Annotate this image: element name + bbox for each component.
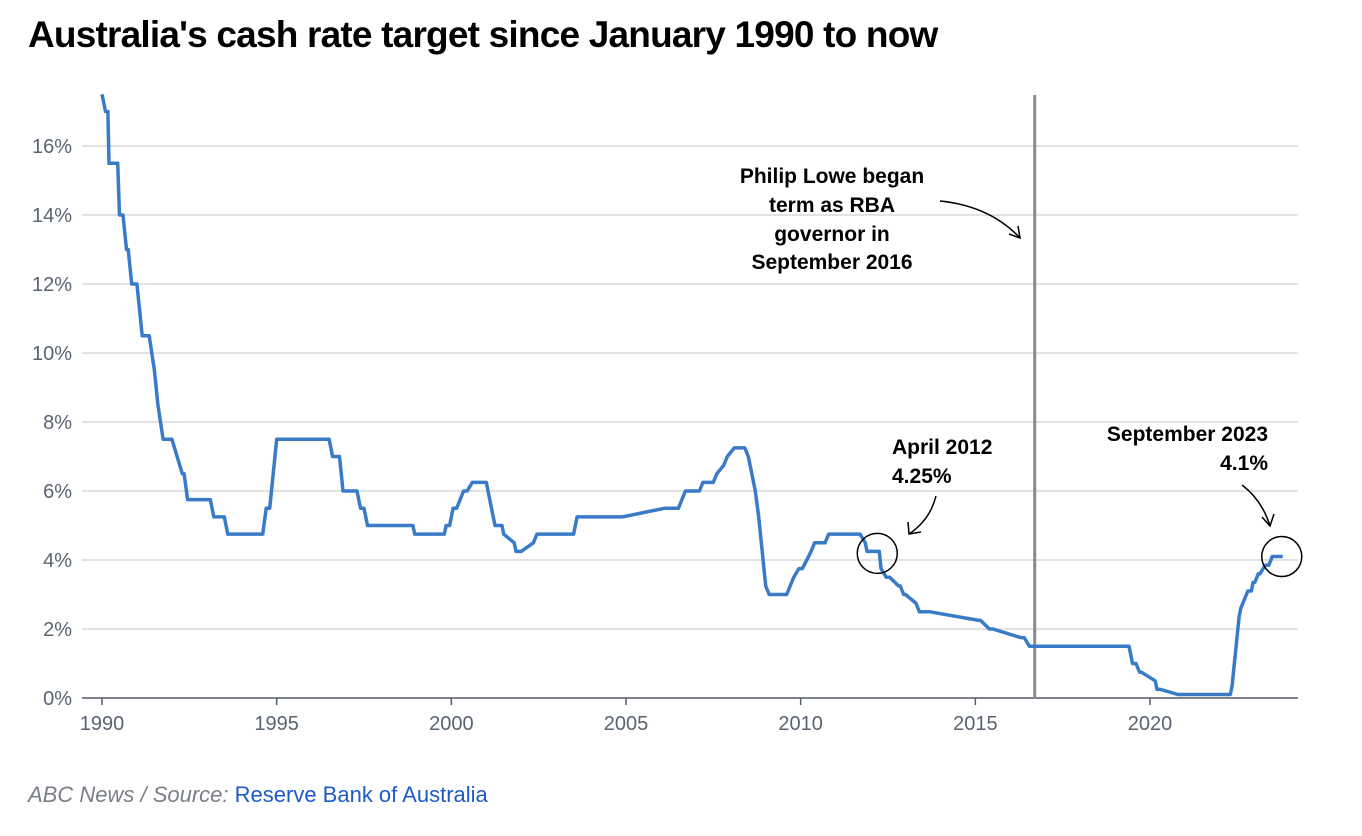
april-2012-label-line-2: 4.25% (892, 465, 952, 488)
lowe-annotation-line-1: Philip Lowe began (740, 165, 924, 188)
y-tick-label: 2% (43, 619, 72, 641)
september-2023-highlight-circle (1261, 535, 1303, 578)
x-tick-label: 2020 (1128, 713, 1173, 735)
x-tick-label: 2015 (953, 713, 998, 735)
x-tick-label: 2005 (604, 713, 649, 735)
source-credit: ABC News / Source: (28, 782, 229, 807)
footer: ABC News / Source: Reserve Bank of Austr… (28, 782, 488, 808)
x-tick-label: 2010 (778, 713, 823, 735)
lowe-annotation-line-2: term as RBA (769, 194, 895, 217)
y-tick-label: 12% (32, 274, 72, 296)
gridlines (82, 145, 1298, 630)
x-axis-ticks: 1990 1995 2000 2005 2010 2015 2020 (80, 698, 1173, 735)
y-tick-label: 14% (32, 205, 72, 227)
y-tick-label: 4% (43, 550, 72, 572)
y-tick-label: 0% (43, 688, 72, 710)
lowe-annotation-arrowhead (1008, 225, 1021, 240)
september-2023-label-line-2: 4.1% (1220, 452, 1268, 475)
september-2023-arrow (1241, 484, 1271, 527)
y-axis-ticks: 0% 2% 4% 6% 8% 10% 12% 14% 16% (32, 136, 72, 710)
september-2023-arrowhead (1261, 513, 1275, 528)
x-tick-label: 1990 (80, 713, 125, 735)
x-tick-label: 2000 (429, 713, 474, 735)
annotations: Philip Lowe began term as RBA governor i… (740, 165, 1303, 578)
x-tick-label: 1995 (254, 713, 299, 735)
april-2012-label-line-1: April 2012 (892, 436, 992, 459)
series-line (100, 93, 1283, 697)
y-tick-label: 10% (32, 343, 72, 365)
april-2012-highlight-circle (856, 532, 899, 575)
y-tick-label: 6% (43, 481, 72, 503)
april-2012-arrow (908, 495, 937, 535)
y-tick-label: 8% (43, 412, 72, 434)
april-2012-arrowhead (907, 521, 922, 535)
y-tick-label: 16% (32, 136, 72, 158)
lowe-annotation-arrow (939, 200, 1021, 239)
lowe-annotation-line-4: September 2016 (751, 251, 912, 274)
chart-title: Australia's cash rate target since Janua… (28, 14, 938, 55)
september-2023-label-line-1: September 2023 (1107, 423, 1268, 446)
source-link[interactable]: Reserve Bank of Australia (234, 782, 488, 807)
lowe-annotation-line-3: governor in (774, 223, 890, 246)
